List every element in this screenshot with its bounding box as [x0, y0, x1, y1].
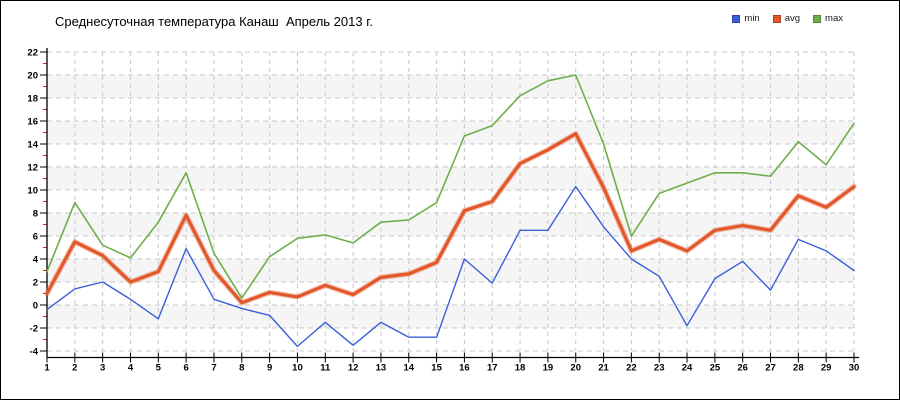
- legend-label-avg: avg: [784, 13, 801, 24]
- y-tick-label: 12: [27, 163, 38, 174]
- legend-item-min[interactable]: min: [732, 13, 760, 24]
- legend-label-min: min: [744, 13, 760, 24]
- plot-band: [47, 213, 854, 236]
- y-tick-label: -2: [30, 324, 38, 335]
- x-tick-label: 13: [376, 363, 387, 374]
- series-line-avg: [45, 132, 856, 305]
- x-tick-label: 14: [403, 363, 414, 374]
- x-tick-label: 16: [459, 363, 470, 374]
- x-tick-label: 11: [320, 363, 331, 374]
- y-tick-label: 6: [33, 232, 38, 243]
- y-tick-label: 20: [27, 71, 38, 82]
- y-tick-label: -4: [30, 347, 39, 358]
- x-tick-label: 19: [543, 363, 554, 374]
- legend-label-max: max: [825, 13, 843, 24]
- x-tick-label: 8: [239, 363, 244, 374]
- x-tick-label: 23: [654, 363, 665, 374]
- y-tick-label: 16: [27, 117, 38, 128]
- y-tick-label: 0: [33, 301, 38, 312]
- y-tick-label: 18: [27, 94, 38, 105]
- y-tick-label: 10: [27, 186, 38, 197]
- plot-band: [47, 167, 854, 190]
- x-tick-label: 27: [765, 363, 776, 374]
- y-tick-label: 4: [33, 255, 39, 266]
- x-tick-label: 7: [211, 363, 216, 374]
- legend-item-max[interactable]: max: [813, 13, 843, 24]
- page-title: Среднесуточная температура Канаш Апрель …: [55, 14, 373, 29]
- x-tick-label: 24: [682, 363, 693, 374]
- legend-swatch-max-icon: [813, 14, 822, 23]
- x-tick-label: 6: [183, 363, 188, 374]
- x-tick-label: 25: [710, 363, 721, 374]
- x-tick-label: 10: [292, 363, 303, 374]
- x-tick-label: 1: [44, 363, 50, 374]
- series-line-max: [46, 74, 855, 299]
- x-tick-label: 22: [626, 363, 637, 374]
- y-tick-label: 2: [33, 278, 38, 289]
- y-tick-label: 14: [27, 140, 38, 151]
- plot-band: [47, 75, 854, 98]
- legend-swatch-avg-icon: [772, 14, 781, 23]
- y-tick-label: 8: [33, 209, 38, 220]
- x-tick-label: 17: [487, 363, 498, 374]
- x-tick-label: 3: [100, 363, 105, 374]
- plot-band: [47, 259, 854, 282]
- legend: min avg max: [732, 13, 843, 24]
- plot-band: [47, 121, 854, 144]
- x-tick-label: 2: [72, 363, 77, 374]
- x-tick-label: 20: [570, 363, 581, 374]
- x-tick-label: 29: [821, 363, 832, 374]
- x-tick-label: 21: [598, 363, 609, 374]
- y-tick-label: 22: [27, 48, 38, 59]
- legend-item-avg[interactable]: avg: [772, 13, 801, 24]
- series-line-min: [46, 185, 855, 348]
- x-tick-label: 4: [128, 363, 134, 374]
- legend-swatch-min-icon: [732, 14, 741, 23]
- x-tick-label: 15: [431, 363, 442, 374]
- x-tick-label: 12: [348, 363, 359, 374]
- plot-band: [47, 305, 854, 328]
- x-tick-label: 28: [793, 363, 804, 374]
- x-tick-label: 18: [515, 363, 526, 374]
- x-tick-label: 30: [849, 363, 860, 374]
- x-tick-label: 9: [267, 363, 272, 374]
- x-tick-label: 5: [156, 363, 162, 374]
- x-tick-label: 26: [737, 363, 748, 374]
